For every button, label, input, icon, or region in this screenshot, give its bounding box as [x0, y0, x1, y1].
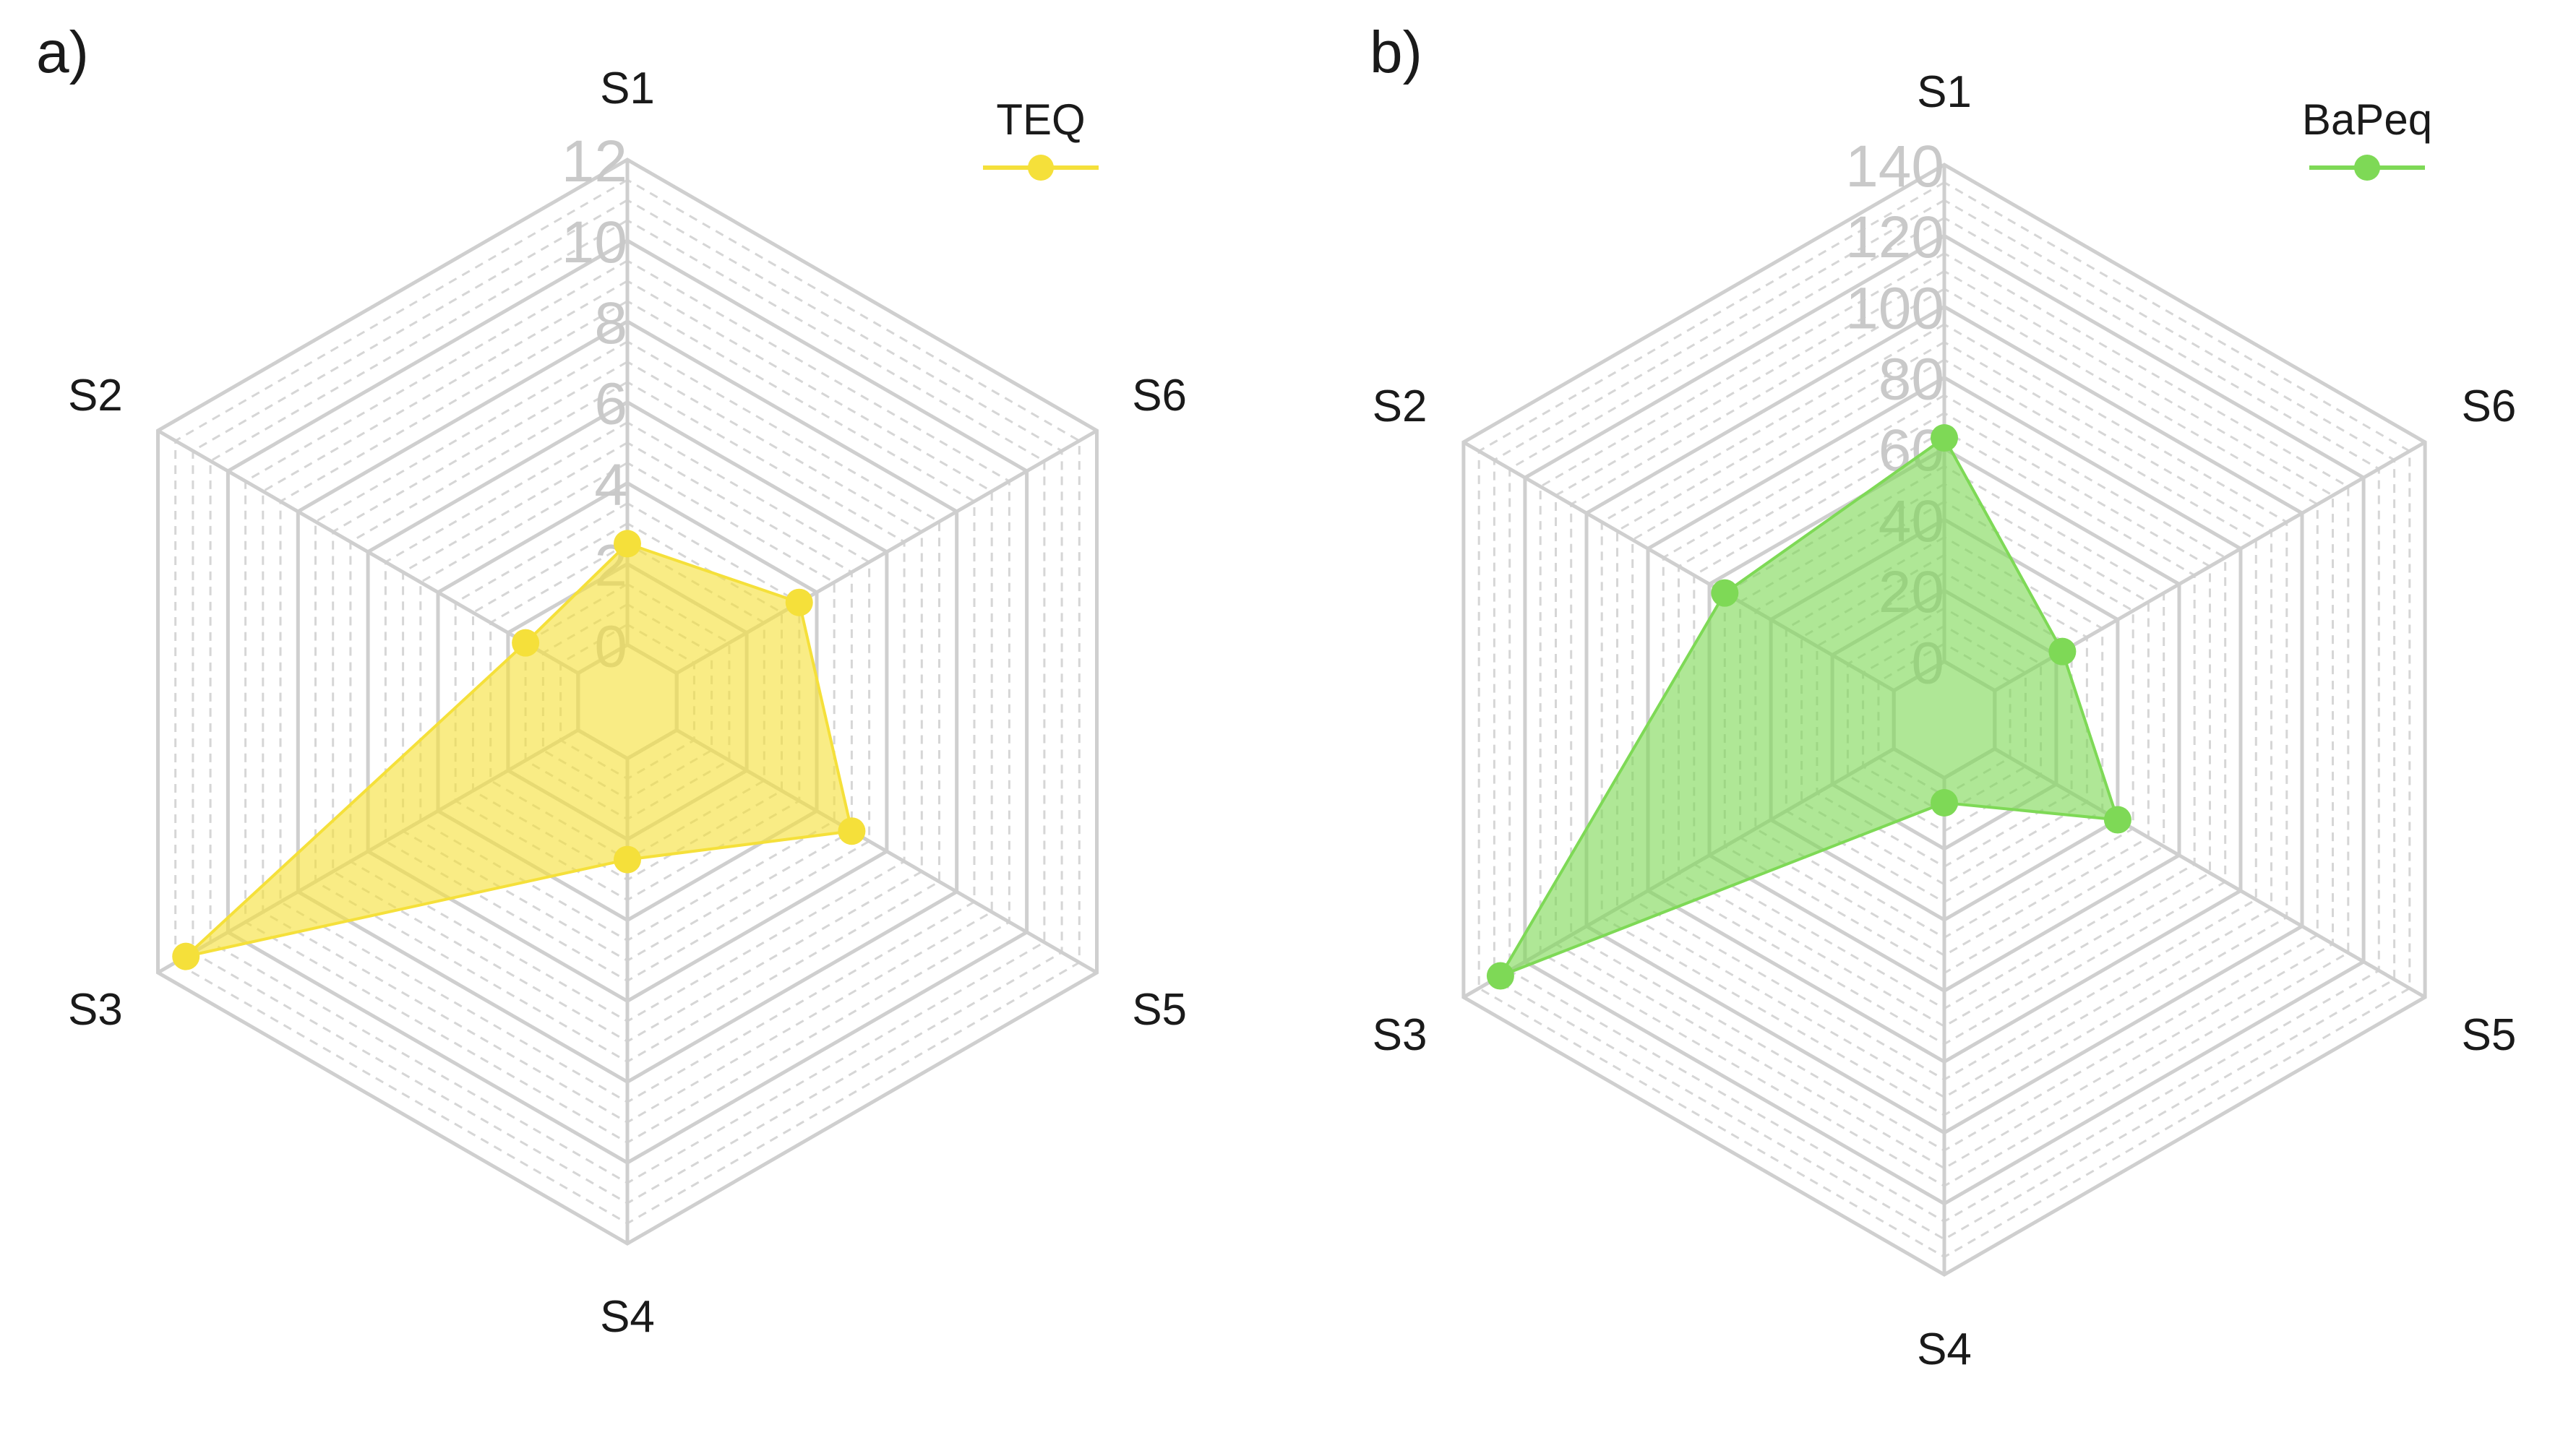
data-point	[614, 845, 641, 874]
data-point	[1931, 424, 1958, 452]
tick-label: 4	[594, 452, 627, 518]
tick-label: 12	[562, 129, 627, 194]
tick-label: 100	[1845, 275, 1944, 341]
data-point	[838, 817, 866, 845]
data-point	[1486, 962, 1514, 990]
tick-label: 10	[562, 210, 627, 275]
axis-label-s1: S1	[600, 64, 655, 113]
axis-label-s4: S4	[600, 1292, 655, 1342]
radar-axis-labels-b: S1 S2 S3 S4 S5 S6	[1373, 67, 2517, 1374]
data-point	[512, 629, 540, 657]
axis-label-s2: S2	[1373, 382, 1427, 431]
tick-label: 8	[594, 290, 627, 356]
axis-label-s5: S5	[2462, 1010, 2517, 1060]
data-point	[2048, 637, 2077, 665]
data-point	[1931, 789, 1958, 817]
data-point	[2103, 806, 2131, 834]
legend-label-bapeq: BaPeq	[2302, 95, 2432, 144]
legend-a: TEQ	[983, 95, 1099, 181]
radial-spoke	[157, 428, 580, 675]
data-point	[1711, 579, 1739, 607]
axis-label-s5: S5	[1132, 985, 1187, 1035]
radar-axis-labels-a: S1 S2 S3 S4 S5 S6	[68, 64, 1187, 1342]
panel-label-a: a)	[36, 20, 89, 85]
legend-label-teq: TEQ	[996, 95, 1085, 144]
tick-label: 140	[1845, 134, 1944, 199]
legend-marker-bapeq	[2354, 155, 2380, 181]
legend-marker-teq	[1028, 155, 1054, 181]
axis-label-s4: S4	[1917, 1324, 1972, 1374]
data-point	[614, 530, 641, 558]
tick-label: 6	[594, 371, 627, 437]
data-point	[172, 942, 200, 970]
radar-series-b	[1486, 424, 2131, 990]
panel-label-b: b)	[1370, 20, 1422, 85]
axis-label-s2: S2	[68, 371, 123, 421]
axis-label-s3: S3	[1373, 1010, 1427, 1060]
axis-label-s6: S6	[2462, 382, 2517, 431]
legend-b: BaPeq	[2302, 95, 2432, 181]
axis-label-s6: S6	[1132, 371, 1187, 421]
data-point	[785, 588, 813, 616]
tick-label: 80	[1879, 347, 1944, 413]
axis-label-s3: S3	[68, 985, 123, 1035]
axis-label-s1: S1	[1917, 67, 1972, 117]
tick-label: 120	[1845, 204, 1944, 270]
radar-series-a	[172, 530, 866, 970]
